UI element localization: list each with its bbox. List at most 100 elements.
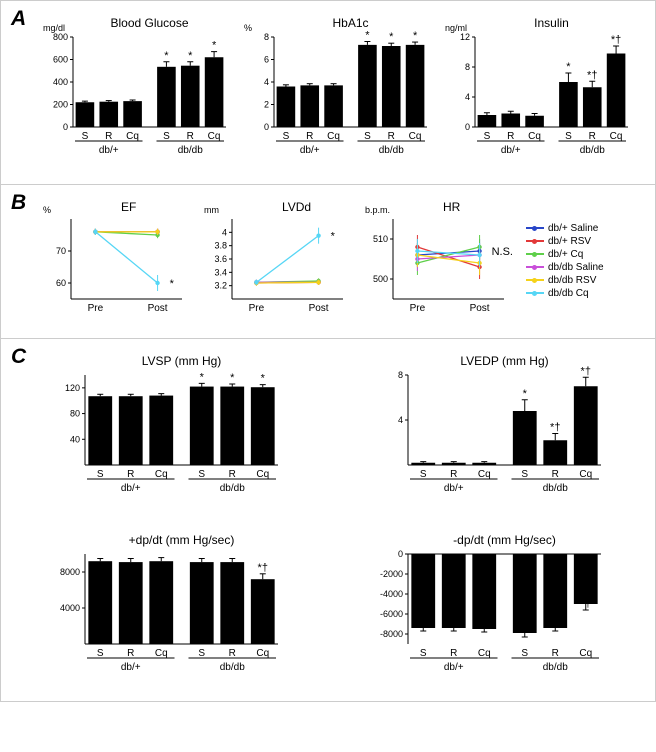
svg-text:8: 8 [264,32,269,42]
bar [220,387,244,465]
bar [543,440,567,465]
svg-text:db/+: db/+ [121,662,141,673]
panel-c-label: C [11,345,26,369]
bar [99,102,118,127]
svg-text:60: 60 [56,278,66,288]
legend-item: db/+ RSV [526,236,604,247]
svg-text:Pre: Pre [249,303,265,314]
svg-text:*: * [331,231,336,243]
svg-text:R: R [127,648,134,659]
svg-text:R: R [507,131,514,142]
svg-text:S: S [198,648,205,659]
svg-text:*: * [261,373,266,385]
bar [472,554,496,629]
svg-text:R: R [388,131,395,142]
svg-text:db/db: db/db [220,662,245,673]
bar [157,67,176,127]
panel-a-label: A [11,7,26,31]
bar [574,554,598,604]
svg-text:+dp/dt (mm Hg/sec): +dp/dt (mm Hg/sec) [129,533,235,547]
svg-text:S: S [97,469,104,480]
svg-text:db/db: db/db [379,145,404,156]
legend-item: db/+ Saline [526,223,604,234]
bar [382,46,401,127]
bar-chart: LVEDP (mm Hg)48**†*†SRCqSRCqdb/+db/db [372,353,607,503]
bar [559,82,578,127]
bar [525,116,544,127]
svg-text:Cq: Cq [409,131,422,142]
bar [149,561,173,644]
svg-text:R: R [552,648,559,659]
svg-text:S: S [198,469,205,480]
svg-text:db/db: db/db [178,145,203,156]
svg-text:db/+: db/+ [121,483,141,494]
svg-text:*†: *† [611,34,621,46]
svg-text:db/db: db/db [220,483,245,494]
svg-text:db/db: db/db [543,483,568,494]
svg-text:70: 70 [56,246,66,256]
svg-text:40: 40 [70,434,80,444]
bar-chart: %HbA1c02468***SRCqSRCqdb/+db/db [238,15,433,165]
svg-text:Post: Post [148,303,168,314]
svg-text:Pre: Pre [410,303,426,314]
bar [607,54,626,128]
svg-text:*†: *† [581,598,591,610]
svg-text:R: R [229,648,236,659]
svg-text:Cq: Cq [579,469,592,480]
svg-text:%: % [244,23,252,33]
svg-text:N.S.: N.S. [492,246,513,258]
svg-text:db/+: db/+ [444,662,464,673]
svg-text:R: R [552,469,559,480]
svg-text:Pre: Pre [88,303,104,314]
svg-text:Blood Glucose: Blood Glucose [110,16,188,30]
svg-text:db/+: db/+ [99,145,119,156]
bar [76,102,95,127]
line-chart: mmLVDd3.23.43.63.84PrePost* [198,199,353,319]
svg-text:500: 500 [373,274,388,284]
svg-text:*: * [200,371,205,383]
svg-text:Cq: Cq [478,648,491,659]
svg-text:0: 0 [465,122,470,132]
bar [88,561,112,644]
svg-text:12: 12 [460,32,470,42]
svg-text:S: S [420,648,427,659]
svg-text:3.4: 3.4 [214,267,227,277]
panel-a: A mg/dlBlood Glucose0200400600800***SRCq… [0,0,656,185]
svg-text:%: % [43,205,51,215]
svg-text:Cq: Cq [610,131,623,142]
svg-text:Post: Post [309,303,329,314]
svg-text:Cq: Cq [256,469,269,480]
svg-text:S: S [82,131,89,142]
line-chart: b.p.m.HR500510PrePostN.S. [359,199,514,319]
svg-text:R: R [187,131,194,142]
svg-text:*: * [212,40,217,52]
svg-text:b.p.m.: b.p.m. [365,205,390,215]
bar-chart: LVSP (mm Hg)4080120***SRCqSRCqdb/+db/db [49,353,284,503]
svg-text:db/db: db/db [543,662,568,673]
svg-text:db/+: db/+ [300,145,320,156]
svg-text:3.6: 3.6 [214,254,227,264]
bar [583,87,602,127]
bar [123,101,142,127]
svg-text:S: S [565,131,572,142]
svg-text:400: 400 [53,77,68,87]
bar-chart: -dp/dt (mm Hg/sec)-8000-6000-4000-20000*… [372,532,607,682]
bar [181,66,200,127]
svg-text:R: R [450,648,457,659]
bar [149,396,173,465]
legend-item: db/db RSV [526,275,604,286]
svg-text:S: S [484,131,491,142]
bar [358,45,377,127]
bar [190,387,214,465]
panel-c: C LVSP (mm Hg)4080120***SRCqSRCqdb/+db/d… [0,339,656,702]
bar [442,554,466,628]
bar [251,387,275,465]
bar [513,554,537,633]
svg-text:*†: *† [587,69,597,81]
svg-text:db/+: db/+ [444,483,464,494]
svg-text:0: 0 [398,549,403,559]
svg-text:R: R [306,131,313,142]
bar [324,85,343,127]
svg-text:-4000: -4000 [380,589,403,599]
svg-text:mm: mm [204,205,219,215]
